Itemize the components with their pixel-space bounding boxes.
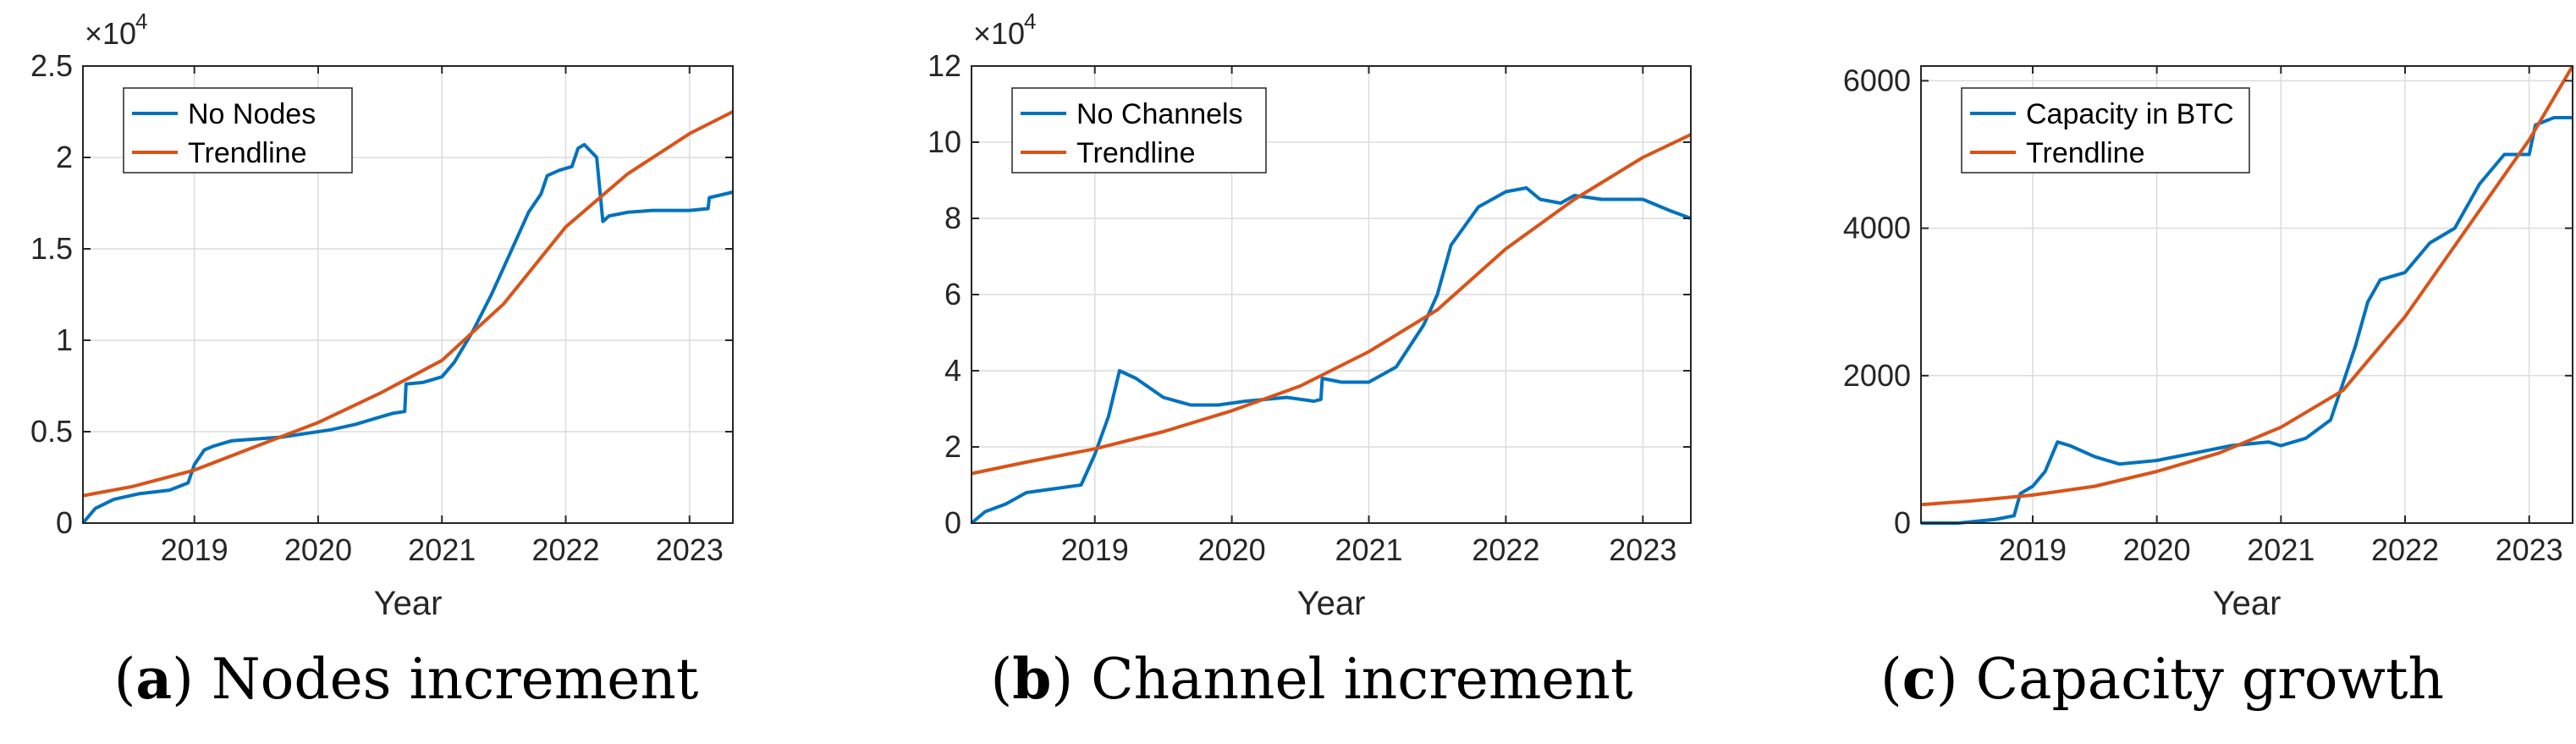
caption-letter: b	[1012, 646, 1052, 712]
x-tick-label: 2022	[2371, 532, 2439, 567]
caption-letter: c	[1902, 646, 1936, 712]
caption-text: Channel increment	[1091, 647, 1633, 712]
y-tick-label: 2	[56, 140, 73, 174]
series-line-capacity-in-btc	[1921, 116, 2573, 525]
caption-text: Capacity growth	[1975, 647, 2445, 712]
y-tick-label: 2.5	[30, 48, 73, 83]
plot-frame	[82, 65, 734, 524]
y-tick-label: 0	[1894, 505, 1911, 540]
caption-letter: a	[135, 646, 173, 712]
x-tick-label: 2020	[1198, 532, 1266, 567]
series-line-no-channels	[970, 186, 1692, 525]
y-tick-label: 1	[56, 322, 73, 357]
y-tick-label: 0	[944, 505, 961, 540]
x-axis-label: Year	[2213, 585, 2282, 622]
x-tick-label: 2019	[161, 532, 228, 567]
legend-box	[1961, 87, 2250, 174]
x-tick-label: 2023	[656, 532, 724, 567]
channels-chart: 2019 2020 2021 2022 2023024681012×104YearNo …	[927, 8, 1692, 622]
y-tick-label: 6	[944, 277, 961, 311]
x-tick-label: 2019	[1999, 532, 2067, 567]
x-tick-label: 2021	[1335, 532, 1402, 567]
y-tick-label: 0	[56, 505, 73, 540]
x-tick-label: 2020	[284, 532, 352, 567]
y-tick-label: 10	[927, 124, 961, 159]
x-tick-label: 2023	[2496, 532, 2563, 567]
panel-b: 2019 2020 2021 2022 2023 0 2 4 6 8 10 12 ×10 4 Year No …	[889, 0, 1692, 744]
y-exponent-power: 4	[1024, 8, 1036, 34]
series-line-no-nodes	[81, 142, 734, 525]
x-tick-label: 2021	[408, 532, 476, 567]
legend: No Nodes Trendline	[123, 87, 353, 174]
y-tick-label: 1.5	[30, 231, 73, 266]
legend: Capacity in BTC Trendline	[1961, 87, 2250, 174]
plot-frame	[1920, 65, 2573, 524]
y-tick-label: 12	[927, 48, 961, 83]
y-tick-label: 0.5	[30, 414, 73, 449]
series-line-trendline	[82, 110, 734, 498]
y-tick-label: 8	[944, 201, 961, 235]
x-tick-label: 2019	[1061, 532, 1129, 567]
series-line-trendline	[1920, 64, 2574, 507]
caption-a: (a) Nodes increment	[113, 646, 699, 712]
y-tick-label: 6000	[1843, 63, 1911, 97]
x-axis-label: Year	[374, 585, 443, 622]
y-tick-label: 4	[944, 353, 961, 388]
legend-label: Trendline	[2026, 137, 2144, 169]
y-exponent-label: ×10	[85, 16, 136, 51]
x-tick-label: 2022	[1472, 532, 1539, 567]
legend-box	[1011, 87, 1267, 174]
x-tick-label: 2023	[1609, 532, 1676, 567]
y-exponent-label: ×10	[973, 16, 1025, 51]
series-line-trendline	[971, 133, 1692, 476]
panel-a: 2019 2020 2021 2022 2023 0 0.5 1 1.5 2 2.5 ×10 4 Year…	[0, 0, 795, 744]
x-tick-label: 2021	[2247, 532, 2315, 567]
y-tick-label: 4000	[1843, 211, 1911, 245]
x-axis-label: Year	[1297, 585, 1366, 622]
legend-box	[123, 87, 353, 174]
caption-b: (b) Channel increment	[990, 646, 1633, 712]
y-exponent-power: 4	[135, 8, 147, 34]
nodes-chart: 2019 2020 2021 2022 2023 0 0.5 1 1.5 2 2.5 ×104 Year…	[30, 8, 734, 622]
legend: No Channels Trendline	[1011, 87, 1267, 174]
legend-label: Capacity in BTC	[2026, 98, 2234, 130]
legend-label: Trendline	[1076, 137, 1195, 169]
legend-label: No Channels	[1076, 98, 1243, 130]
caption-c: (c) Capacity growth	[1880, 646, 2445, 712]
legend-label: Trendline	[188, 137, 306, 169]
x-tick-label: 2022	[531, 532, 599, 567]
panel-c: 2019 2020 2021 2022 2023 0 2000 4000 6000 Year Cap…	[1760, 0, 2576, 744]
y-tick-label: 2	[944, 429, 961, 464]
legend-label: No Nodes	[188, 98, 316, 130]
capacity-chart: 2019 2020 2021 2022 2023 0 2000 4000 6000 Year Cap…	[1843, 63, 2574, 622]
x-tick-label: 2020	[2123, 532, 2191, 567]
y-tick-label: 2000	[1843, 358, 1911, 393]
caption-text: Nodes increment	[211, 647, 699, 712]
